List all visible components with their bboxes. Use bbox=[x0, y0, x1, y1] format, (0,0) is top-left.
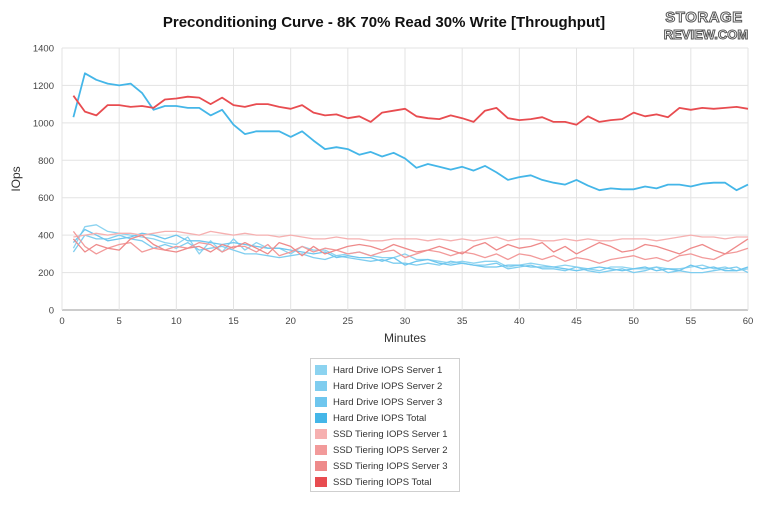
series-line-6 bbox=[72, 231, 749, 264]
storagereview-logo: STORAGE REVIEW.COM bbox=[663, 9, 749, 43]
x-tick-label: 25 bbox=[343, 316, 354, 327]
series-line-7 bbox=[72, 234, 749, 257]
y-tick-label: 400 bbox=[38, 231, 54, 242]
x-tick-label: 5 bbox=[117, 316, 122, 327]
legend-item: SSD Tiering IOPS Server 1 bbox=[315, 426, 455, 442]
x-tick-label: 30 bbox=[400, 316, 411, 327]
y-tick-label: 1200 bbox=[33, 81, 54, 92]
x-tick-label: 15 bbox=[228, 316, 239, 327]
chart-title: Preconditioning Curve - 8K 70% Read 30% … bbox=[162, 14, 606, 31]
legend-item: Hard Drive IOPS Server 1 bbox=[315, 362, 455, 378]
legend-swatch bbox=[315, 365, 327, 375]
legend-swatch bbox=[315, 461, 327, 471]
logo-line2: REVIEW.COM bbox=[664, 27, 749, 42]
x-axis-title: Minutes bbox=[384, 331, 426, 345]
legend-swatch bbox=[315, 477, 327, 487]
legend-label: SSD Tiering IOPS Server 2 bbox=[333, 444, 448, 456]
x-tick-label: 55 bbox=[686, 316, 697, 327]
legend-label: Hard Drive IOPS Server 3 bbox=[333, 396, 443, 408]
legend-item: Hard Drive IOPS Total bbox=[315, 410, 455, 426]
y-axis-title: IOps bbox=[9, 166, 23, 191]
x-tick-label: 45 bbox=[571, 316, 582, 327]
legend-swatch bbox=[315, 381, 327, 391]
x-tick-label: 10 bbox=[171, 316, 182, 327]
x-tick-label: 50 bbox=[628, 316, 639, 327]
legend-label: Hard Drive IOPS Server 2 bbox=[333, 380, 443, 392]
logo-line1: STORAGE bbox=[665, 9, 742, 26]
chart-legend: Hard Drive IOPS Server 1 Hard Drive IOPS … bbox=[310, 358, 460, 492]
legend-label: Hard Drive IOPS Total bbox=[333, 412, 427, 424]
legend-label: SSD Tiering IOPS Total bbox=[333, 476, 432, 488]
legend-item: SSD Tiering IOPS Server 2 bbox=[315, 442, 455, 458]
legend-item: Hard Drive IOPS Server 2 bbox=[315, 378, 455, 394]
legend-label: SSD Tiering IOPS Server 3 bbox=[333, 460, 448, 472]
legend-swatch bbox=[315, 397, 327, 407]
x-tick-label: 35 bbox=[457, 316, 468, 327]
y-tick-label: 600 bbox=[38, 193, 54, 204]
series-line-4 bbox=[72, 72, 749, 192]
y-tick-label: 800 bbox=[38, 156, 54, 167]
y-tick-label: 200 bbox=[38, 268, 54, 279]
series-line-5 bbox=[73, 230, 748, 242]
y-tick-label: 1000 bbox=[33, 118, 54, 129]
legend-item: SSD Tiering IOPS Server 3 bbox=[315, 458, 455, 474]
legend-swatch bbox=[315, 445, 327, 455]
legend-item: SSD Tiering IOPS Total bbox=[315, 474, 455, 490]
series-line-3 bbox=[72, 228, 749, 272]
y-tick-label: 1400 bbox=[33, 44, 54, 55]
x-tick-label: 0 bbox=[59, 316, 64, 327]
x-tick-label: 60 bbox=[743, 316, 754, 327]
y-tick-label: 0 bbox=[49, 306, 54, 317]
series-line-2 bbox=[72, 234, 749, 274]
legend-swatch bbox=[315, 413, 327, 423]
legend-item: Hard Drive IOPS Server 3 bbox=[315, 394, 455, 410]
x-tick-label: 40 bbox=[514, 316, 525, 327]
series-line-8 bbox=[72, 95, 749, 126]
legend-swatch bbox=[315, 429, 327, 439]
legend-label: Hard Drive IOPS Server 1 bbox=[333, 364, 443, 376]
x-tick-label: 20 bbox=[285, 316, 296, 327]
legend-label: SSD Tiering IOPS Server 1 bbox=[333, 428, 448, 440]
